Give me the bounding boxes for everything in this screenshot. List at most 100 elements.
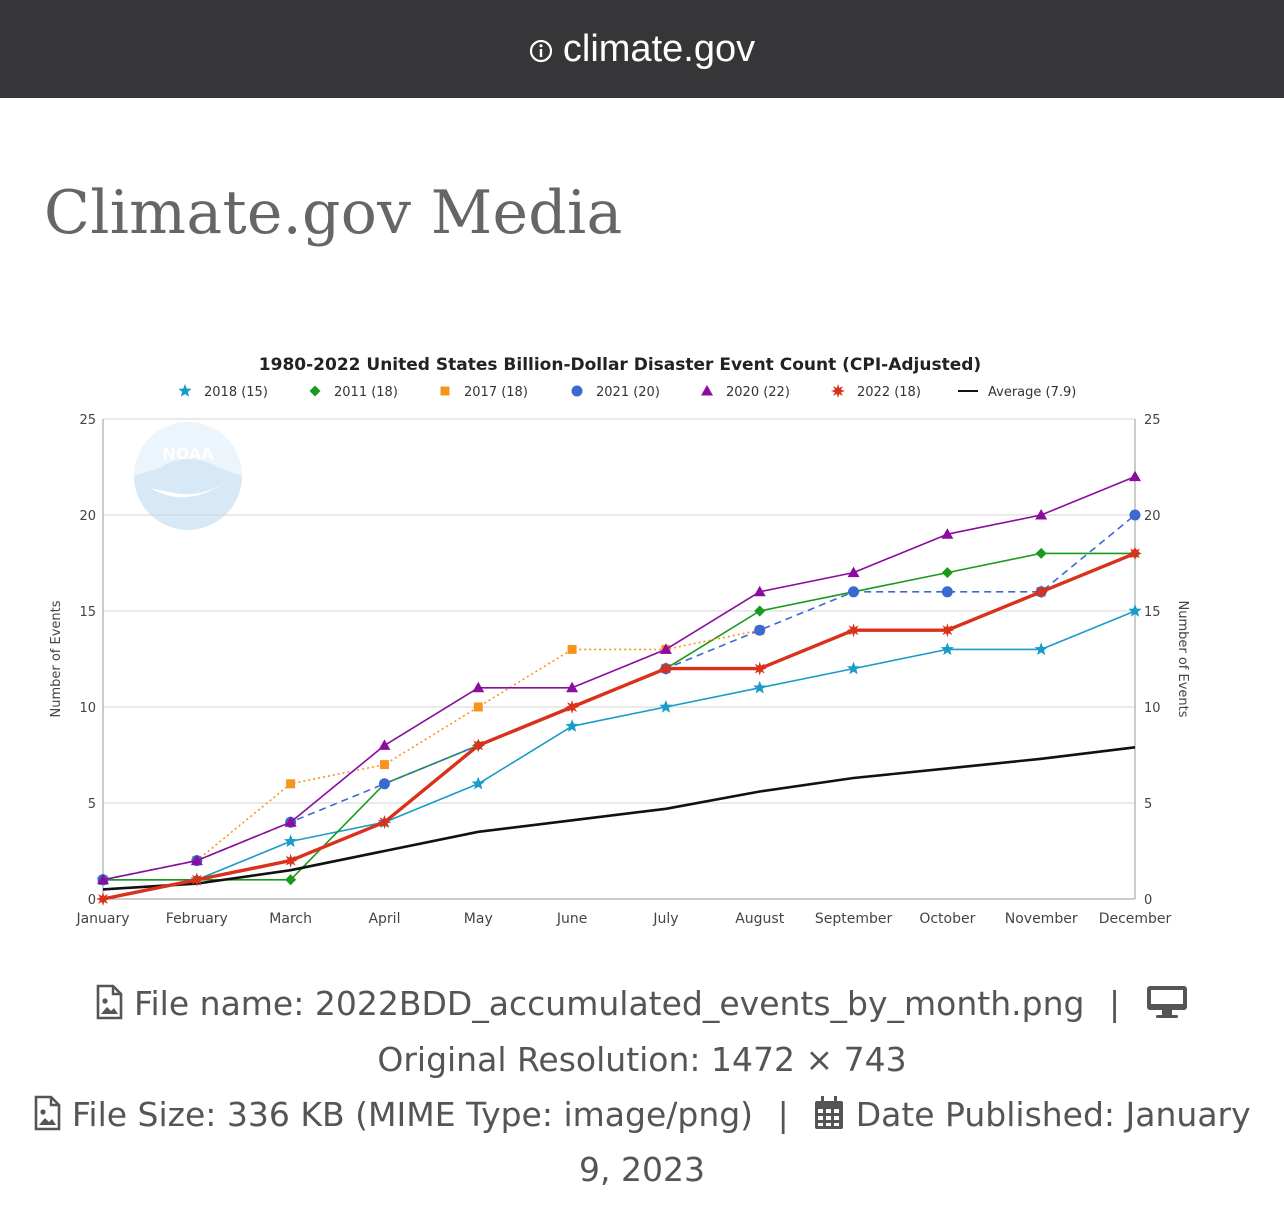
- data-point: [286, 779, 296, 789]
- data-point: [940, 623, 955, 638]
- x-tick-label: August: [735, 911, 785, 927]
- page-title: Climate.gov Media: [44, 178, 623, 248]
- y-tick-label-left: 20: [79, 509, 96, 524]
- x-tick-label: May: [464, 911, 493, 927]
- info-circle-icon[interactable]: [529, 39, 553, 63]
- series-line: [102, 514, 1136, 881]
- series-line: [102, 629, 760, 881]
- desktop-icon: [1146, 986, 1187, 1018]
- browser-address-bar[interactable]: climate.gov: [0, 0, 1284, 98]
- data-point: [565, 700, 580, 714]
- data-point: [1035, 547, 1047, 559]
- disaster-count-chart: 1980-2022 United States Billion-Dollar D…: [49, 355, 1190, 927]
- data-point: [941, 567, 953, 579]
- data-point: [754, 605, 766, 617]
- resolution-value: 1472 × 743: [711, 1040, 907, 1079]
- y-tick-label-right: 10: [1144, 701, 1161, 716]
- x-tick-label: June: [556, 911, 588, 927]
- data-point: [848, 586, 860, 598]
- file-name-line: File name: 2022BDD_accumulated_events_by…: [0, 984, 1284, 1023]
- legend-label: 2021 (20): [596, 385, 660, 400]
- noaa-logo-text: NOAA: [162, 444, 214, 463]
- resolution-label: Original Resolution:: [377, 1040, 701, 1079]
- data-point: [847, 566, 860, 578]
- data-point: [1129, 509, 1141, 521]
- series-2022: [96, 546, 1142, 906]
- date-value-part1: January: [1125, 1095, 1251, 1134]
- legend-item: 2018 (15): [178, 384, 268, 400]
- data-point: [285, 874, 297, 886]
- data-point: [471, 776, 485, 790]
- series-line: [102, 475, 1136, 881]
- data-point: [941, 586, 953, 598]
- legend-swatch: [309, 385, 321, 397]
- data-point: [1128, 604, 1142, 617]
- legend-swatch: [440, 386, 450, 396]
- file-name-value: 2022BDD_accumulated_events_by_month.png: [314, 984, 1085, 1023]
- legend-swatch: [571, 385, 583, 397]
- date-continuation-line: 9, 2023: [0, 1150, 1284, 1189]
- x-tick-label: December: [1099, 911, 1172, 927]
- y-axis-title-left: Number of Events: [49, 600, 64, 717]
- data-point: [471, 738, 486, 753]
- data-point: [1128, 546, 1142, 561]
- legend-label: 2022 (18): [857, 385, 921, 400]
- series-line: [102, 746, 1136, 891]
- data-point: [1129, 470, 1141, 482]
- x-tick-label: March: [269, 911, 312, 927]
- file-size-line: File Size: 336 KB (MIME Type: image/png)…: [0, 1095, 1284, 1134]
- x-tick-label: July: [652, 911, 678, 927]
- url-text[interactable]: climate.gov: [562, 27, 756, 70]
- data-point: [658, 661, 673, 676]
- resolution-line: Original Resolution: 1472 × 743: [0, 1040, 1284, 1079]
- data-point: [283, 853, 298, 868]
- data-point: [752, 661, 767, 676]
- series-line: [103, 610, 1136, 881]
- legend-label: 2011 (18): [334, 385, 398, 400]
- separator: |: [1108, 984, 1121, 1023]
- legend-item: 2022 (18): [831, 384, 921, 400]
- file-image-icon: [35, 1095, 61, 1131]
- series-average: [102, 746, 1136, 891]
- legend-item: Average (7.9): [958, 385, 1076, 400]
- legend-label: 2018 (15): [204, 385, 268, 400]
- data-point: [566, 681, 579, 693]
- y-tick-label-left: 5: [88, 797, 96, 812]
- legend-item: 2021 (20): [571, 385, 660, 400]
- data-point: [941, 528, 954, 539]
- data-point: [472, 681, 485, 693]
- y-tick-label-right: 0: [1144, 893, 1152, 908]
- file-size-value: 336 KB (MIME Type: image/png): [226, 1095, 754, 1134]
- x-tick-label: January: [75, 911, 129, 927]
- data-point: [940, 642, 954, 656]
- legend-item: 2011 (18): [309, 385, 398, 400]
- date-label: Date Published:: [855, 1095, 1116, 1134]
- data-point: [284, 816, 297, 827]
- data-point: [567, 644, 577, 654]
- date-value-part2: 9, 2023: [579, 1150, 705, 1189]
- data-point: [377, 815, 392, 830]
- data-point: [190, 854, 203, 866]
- file-image-icon: [97, 984, 123, 1020]
- data-point: [754, 624, 766, 636]
- x-tick-label: October: [919, 911, 975, 927]
- y-tick-label-left: 15: [79, 605, 96, 620]
- legend-item: 2017 (18): [440, 385, 528, 400]
- y-tick-label-right: 5: [1144, 797, 1152, 812]
- data-point: [1034, 642, 1048, 656]
- legend-label: 2017 (18): [464, 385, 528, 400]
- noaa-logo: NOAA: [134, 422, 242, 530]
- data-point: [189, 872, 204, 887]
- series-line: [102, 551, 1136, 901]
- y-tick-label-right: 15: [1144, 605, 1161, 620]
- legend-item: 2020 (22): [701, 385, 790, 400]
- legend-swatch: [831, 384, 845, 398]
- legend-swatch: [701, 385, 713, 396]
- y-tick-label-left: 0: [88, 893, 96, 908]
- chart-title: 1980-2022 United States Billion-Dollar D…: [259, 355, 981, 375]
- data-point: [378, 778, 390, 790]
- data-point: [96, 892, 110, 906]
- legend-swatch: [178, 384, 192, 397]
- legend-label: Average (7.9): [988, 385, 1076, 400]
- y-tick-label-right: 20: [1144, 509, 1161, 524]
